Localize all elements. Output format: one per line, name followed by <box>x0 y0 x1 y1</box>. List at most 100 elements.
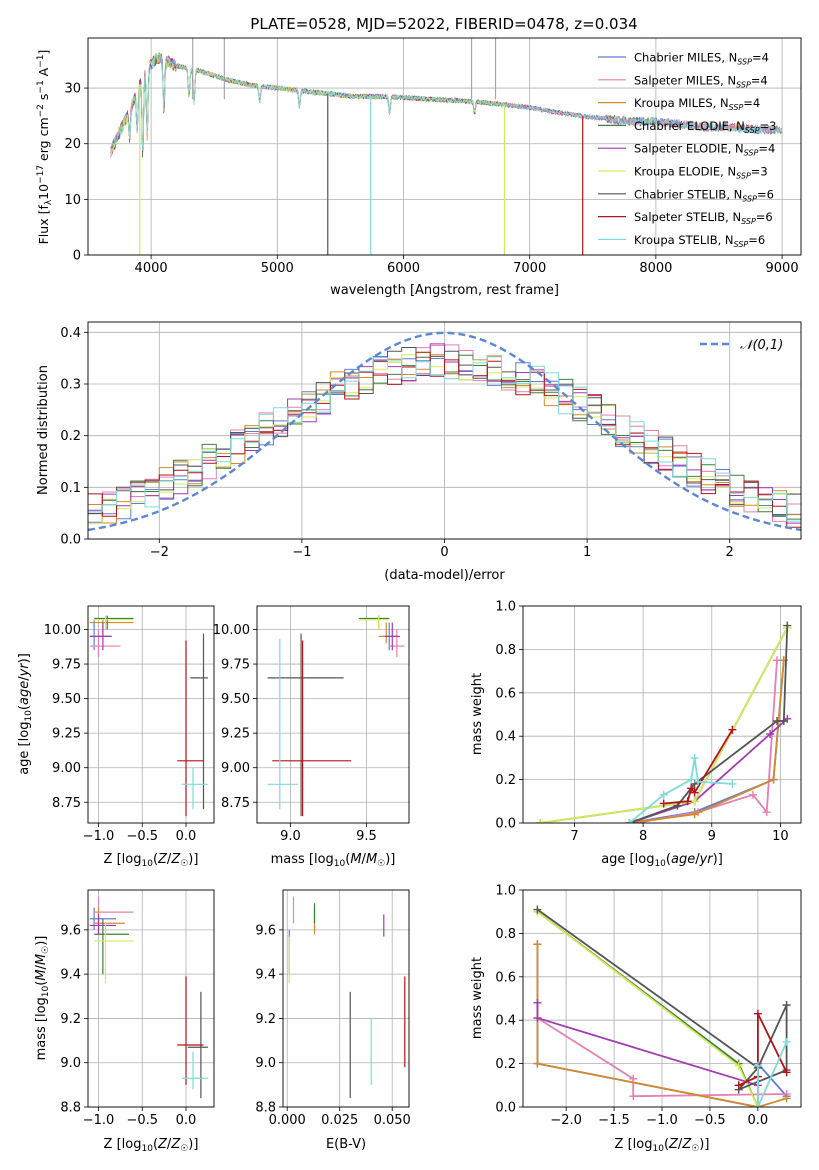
x-axis-label: Z [log10(Z/Z☉)] <box>104 1137 199 1154</box>
y-tick-label: 10.00 <box>213 623 250 638</box>
plot-area-massweight-vs-age <box>536 621 792 823</box>
x-tick-label: −2.0 <box>550 1113 582 1128</box>
x-tick-label: 2 <box>726 545 734 560</box>
mass-weight-marker <box>772 656 781 665</box>
y-tick-label: 10 <box>64 193 81 208</box>
y-tick-label: 9.75 <box>52 658 81 673</box>
mass-weight-marker <box>690 797 699 806</box>
mass-weight-marker <box>533 905 542 914</box>
x-tick-label: −0.5 <box>126 829 158 844</box>
y-tick-label: 8.8 <box>255 1101 276 1116</box>
mass-weight-marker <box>690 788 699 797</box>
x-tick-label: 1 <box>583 545 591 560</box>
y-tick-label: 9.2 <box>60 1012 81 1027</box>
y-tick-label: 9.50 <box>52 692 81 707</box>
legend-label: Kroupa STELIB, NSSP=6 <box>634 233 765 249</box>
y-tick-label: 0.2 <box>60 429 81 444</box>
x-axis-label: Z [log10(Z/Z☉)] <box>615 1137 710 1154</box>
normal-reference-curve <box>88 331 801 532</box>
x-tick-label: −0.5 <box>126 1113 158 1128</box>
legend-label: Salpeter ELODIE, NSSP=4 <box>634 142 775 158</box>
residual-histogram <box>88 347 801 517</box>
spectrum-line <box>110 52 782 153</box>
y-axis-label: Normed distribution <box>36 365 51 495</box>
residual-histogram <box>88 351 801 528</box>
mass-weight-line <box>629 660 785 823</box>
y-tick-label: 0.8 <box>495 643 516 658</box>
mass-weight-line <box>738 1013 788 1087</box>
axes-massweight-vs-Z: −2.0 −1.5 −1.0 −0.5 0.0 0.0 0.2 0.4 0.6 0.8 1.0 Z [… <box>470 884 802 1154</box>
x-axis-label: wavelength [Angstrom, rest frame] <box>330 283 559 298</box>
axes-frame <box>282 889 410 1108</box>
legend-label: Chabrier ELODIE, NSSP=3 <box>634 119 776 135</box>
axes-mass-vs-Z: −1.0 −0.5 0.0 8.8 9.0 9.2 9.4 9.6 Z [log10(Z/Z☉)… <box>34 889 215 1154</box>
y-tick-label: 0 <box>73 249 81 264</box>
y-tick-label: 0.4 <box>495 730 516 745</box>
mass-weight-marker <box>769 775 778 784</box>
legend-label: Kroupa ELODIE, NSSP=3 <box>634 165 768 181</box>
mass-weight-marker <box>753 1061 762 1070</box>
y-tick-label: 0.2 <box>495 1057 516 1072</box>
mass-weight-marker <box>748 790 757 799</box>
x-tick-label: 8000 <box>639 261 672 276</box>
y-tick-label: 9.4 <box>255 968 276 983</box>
axes-frame <box>522 605 802 824</box>
x-tick-label: −1.5 <box>598 1113 630 1128</box>
plot-area-age-vs-mass <box>267 615 405 817</box>
axes-frame <box>256 605 410 824</box>
mass-weight-marker <box>683 797 692 806</box>
x-tick-label: 8 <box>639 829 647 844</box>
legend-label: Salpeter MILES, NSSP=4 <box>634 73 768 89</box>
x-tick-label: −1 <box>292 545 311 560</box>
mass-weight-marker <box>782 1037 791 1046</box>
axes-frame <box>87 889 215 1108</box>
plot-area-mass-vs-EBV <box>288 896 406 1099</box>
y-tick-label: 0.0 <box>60 533 81 548</box>
x-tick-label: 4000 <box>135 261 168 276</box>
x-tick-label: 9.0 <box>280 829 301 844</box>
y-tick-label: 0.6 <box>495 686 516 701</box>
axes-mass-vs-EBV: 0.000 0.025 0.050 8.8 9.0 9.2 9.4 9.6 E(B-V) <box>255 889 411 1152</box>
y-tick-label: 0.4 <box>495 1014 516 1029</box>
y-axis-label: Flux [fλ​10−17​ erg cm−2​ s−1​ A−1​] <box>36 50 54 245</box>
axes-frame <box>87 321 802 540</box>
x-tick-label: 0.050 <box>374 1113 411 1128</box>
x-tick-label: 5000 <box>261 261 294 276</box>
legend-label: Chabrier STELIB, NSSP=6 <box>634 187 774 203</box>
y-tick-label: 8.8 <box>60 1101 81 1116</box>
y-tick-label: 0.0 <box>495 1101 516 1116</box>
mass-weight-marker <box>783 621 792 630</box>
figure-title: PLATE=0528, MJD=52022, FIBERID=0478, z=0… <box>250 15 637 33</box>
mass-weight-marker <box>687 775 696 784</box>
x-axis-label: age [log10(age/yr)] <box>601 852 723 869</box>
y-tick-label: 9.6 <box>60 923 81 938</box>
axes-frame <box>87 605 215 824</box>
mass-weight-marker <box>659 799 668 808</box>
y-axis-label: mass [log10(M/M☉)] <box>34 936 51 1061</box>
mass-weight-marker <box>625 819 634 823</box>
x-tick-label: 9.5 <box>356 829 377 844</box>
mass-weight-marker <box>728 779 737 788</box>
mass-weight-marker <box>753 1103 762 1107</box>
mass-weight-line <box>628 757 733 823</box>
legend-label: Chabrier MILES, NSSP=4 <box>634 51 769 67</box>
x-tick-label: 0.0 <box>176 1113 197 1128</box>
x-tick-label: −1.0 <box>83 1113 115 1128</box>
y-tick-label: 0.3 <box>60 378 81 393</box>
y-tick-label: 8.75 <box>221 796 250 811</box>
mass-weight-marker <box>734 1081 743 1090</box>
mass-weight-marker <box>782 1094 791 1103</box>
y-tick-label: 9.25 <box>52 727 81 742</box>
axes-age-vs-mass: 9.0 9.5 8.75 9.00 9.25 9.50 9.75 10.00 mass [log… <box>213 605 410 869</box>
y-tick-label: 9.4 <box>60 968 81 983</box>
y-tick-label: 1.0 <box>495 884 516 899</box>
x-tick-label: 10 <box>772 829 789 844</box>
y-tick-label: 9.0 <box>60 1056 81 1071</box>
y-tick-label: 9.0 <box>255 1056 276 1071</box>
plot-area-mass-vs-Z <box>89 896 208 1099</box>
x-axis-label: Z [log10(Z/Z☉)] <box>104 852 199 869</box>
axes-age-vs-Z: −1.0 −0.5 0.0 8.75 9.00 9.25 9.50 9.75 10.00 Z [l… <box>17 605 215 869</box>
y-tick-label: 8.75 <box>52 796 81 811</box>
